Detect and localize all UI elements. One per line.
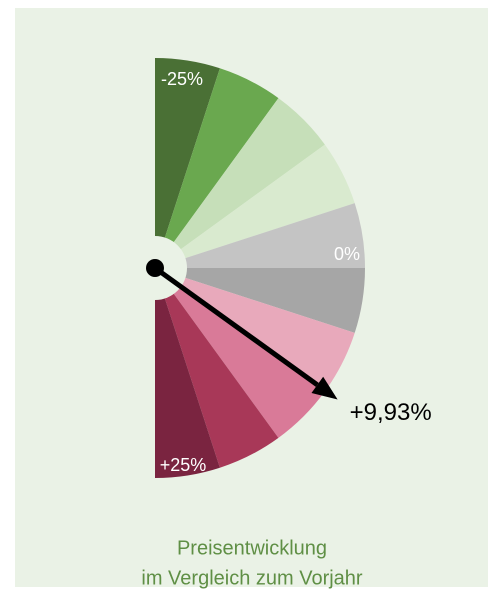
tick-label: -25% — [161, 69, 203, 89]
tick-label: +25% — [160, 455, 207, 475]
value-label: +9,93% — [350, 399, 432, 426]
needle-pivot — [146, 259, 164, 277]
gauge-band — [155, 58, 220, 268]
gauge-band — [155, 268, 365, 333]
gauge-band — [155, 98, 325, 268]
gauge-band — [155, 268, 325, 438]
gauge-band — [155, 268, 279, 468]
gauge-band — [155, 203, 365, 268]
gauge-band — [155, 268, 220, 478]
caption-line: Preisentwicklung — [177, 537, 327, 559]
tick-label: 0% — [334, 244, 360, 264]
needle — [153, 265, 319, 387]
needle-head — [311, 376, 338, 400]
gauge-band — [155, 144, 355, 268]
gauge-band — [155, 268, 355, 392]
caption-line: im Vergleich zum Vorjahr — [141, 567, 363, 589]
gauge-band — [155, 68, 279, 268]
